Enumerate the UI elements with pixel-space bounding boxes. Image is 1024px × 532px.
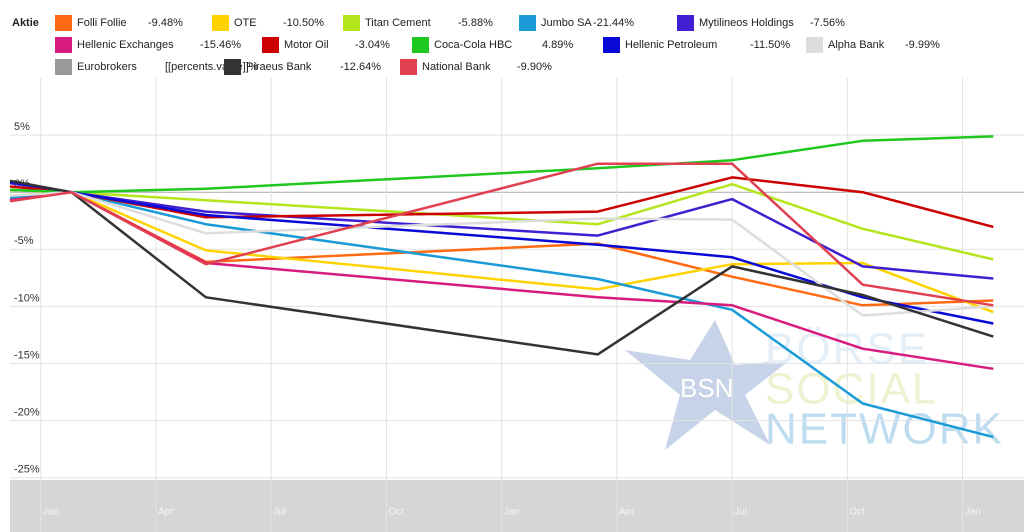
x-tick-label: Apr	[619, 507, 635, 518]
legend-value: -15.46%	[200, 39, 241, 51]
legend-value: -9.90%	[517, 61, 552, 73]
watermark-star	[625, 320, 790, 450]
legend-value: -12.64%	[340, 61, 381, 73]
legend-label: Mytilineos Holdings	[699, 17, 794, 29]
x-tick-label: Jan	[43, 507, 59, 518]
legend-value: [[percents.value]]%	[165, 61, 259, 73]
legend-value: -7.56%	[810, 17, 845, 29]
legend-swatch	[603, 37, 620, 53]
legend-label: Hellenic Petroleum	[625, 39, 717, 51]
legend-label: Piraeus Bank	[246, 61, 312, 73]
legend-swatch	[262, 37, 279, 53]
legend-label: Titan Cement	[365, 17, 431, 29]
legend-swatch	[343, 15, 360, 31]
x-tick-label: Jul	[734, 507, 747, 518]
series-line	[9, 162, 994, 307]
x-tick-label: Oct	[849, 507, 865, 518]
legend-value: -9.99%	[905, 39, 940, 51]
legend-value: -3.04%	[355, 39, 390, 51]
x-tick-label: Jan	[504, 507, 520, 518]
legend-swatch	[224, 59, 241, 75]
legend-value: -10.50%	[283, 17, 324, 29]
legend-value: -11.50%	[750, 39, 790, 51]
legend-label: Eurobrokers	[77, 61, 137, 73]
y-tick-label: 5%	[14, 121, 30, 133]
watermark-text: BÖRSE	[765, 325, 929, 374]
legend-label: Jumbo SA	[541, 17, 592, 29]
legend-label: Alpha Bank	[828, 39, 885, 51]
y-tick-label: -15%	[14, 349, 40, 361]
x-axis-band	[10, 480, 1024, 532]
legend-swatch	[400, 59, 417, 75]
legend-label: Hellenic Exchanges	[77, 39, 174, 51]
legend-value: -5.88%	[458, 17, 493, 29]
legend-swatch	[55, 37, 72, 53]
legend-value: 4.89%	[542, 39, 573, 51]
legend-swatch	[677, 15, 694, 31]
legend-swatch	[212, 15, 229, 31]
y-tick-label: -10%	[14, 292, 40, 304]
watermark-text: SOCIAL	[765, 365, 938, 414]
legend-swatch	[519, 15, 536, 31]
legend-value: -21.44%	[593, 17, 634, 29]
legend-label: OTE	[234, 17, 257, 29]
x-tick-label: Apr	[158, 507, 174, 518]
x-tick-label: Jul	[273, 507, 286, 518]
watermark-text: NETWORK	[765, 405, 1004, 454]
y-tick-label: -25%	[14, 464, 40, 476]
legend-swatch	[806, 37, 823, 53]
legend-value: -9.48%	[148, 17, 183, 29]
watermark-logo: BSN	[680, 373, 733, 403]
x-tick-label: Oct	[388, 507, 404, 518]
y-tick-label: -20%	[14, 407, 40, 419]
legend-label: Folli Follie	[77, 17, 127, 29]
x-tick-label: Jan	[965, 507, 981, 518]
y-tick-label: -5%	[14, 235, 34, 247]
legend-swatch	[412, 37, 429, 53]
legend-swatch	[55, 15, 72, 31]
legend-label: Coca-Cola HBC	[434, 39, 512, 51]
legend-label: Motor Oil	[284, 39, 329, 51]
legend-swatch	[55, 59, 72, 75]
legend-label: National Bank	[422, 61, 491, 73]
legend-title: Aktie	[12, 17, 39, 29]
